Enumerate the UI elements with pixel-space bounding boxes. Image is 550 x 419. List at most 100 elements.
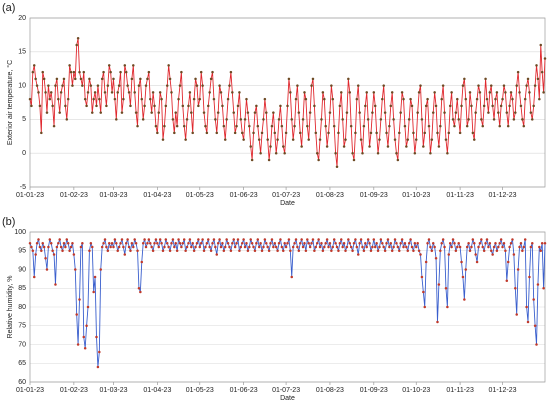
data-point (106, 84, 110, 87)
data-point (504, 249, 507, 252)
data-point (436, 320, 439, 324)
data-point (528, 275, 531, 279)
y-tick-label: 15 (18, 49, 26, 56)
data-point (300, 238, 303, 241)
data-point (133, 91, 136, 94)
data-point (347, 238, 350, 241)
x-tick-label: 01-02-23 (60, 192, 88, 199)
data-point (473, 242, 476, 245)
data-point (95, 335, 98, 339)
data-point (81, 84, 84, 87)
data-point (272, 111, 275, 114)
data-point (157, 245, 160, 249)
data-point (533, 324, 537, 327)
data-point (74, 77, 77, 81)
data-point (362, 124, 366, 128)
data-point (515, 84, 518, 87)
data-point (49, 91, 53, 94)
data-point (144, 245, 148, 249)
data-point (177, 97, 180, 101)
data-point (289, 249, 292, 252)
plot-frame (29, 17, 546, 188)
data-point (153, 104, 156, 108)
data-point (321, 91, 325, 94)
x-tick-label: 01-10-23 (402, 387, 430, 394)
data-point (156, 131, 159, 135)
data-point (91, 111, 94, 114)
data-point (239, 245, 243, 249)
data-point (42, 245, 46, 249)
data-point (383, 249, 387, 252)
data-point (335, 245, 339, 249)
data-point (287, 77, 291, 81)
data-point (504, 91, 507, 94)
data-point (113, 97, 117, 101)
data-point (385, 242, 388, 245)
data-point (134, 242, 138, 245)
data-point (283, 151, 286, 155)
data-point (506, 260, 510, 264)
data-point (475, 260, 479, 264)
y-tick-label: 20 (18, 15, 26, 22)
data-point (456, 245, 459, 249)
data-point (441, 84, 445, 87)
data-point (141, 242, 145, 245)
data-point (369, 249, 373, 252)
data-point (440, 242, 443, 245)
data-point (223, 245, 227, 249)
data-point (270, 238, 274, 241)
data-point (506, 124, 510, 128)
data-point (187, 242, 190, 245)
data-point (474, 111, 477, 114)
data-point (83, 347, 87, 350)
x-tick-label: 01-10-23 (402, 192, 430, 199)
data-point (419, 84, 422, 87)
data-point (239, 118, 243, 121)
data-point (443, 245, 446, 249)
x-tick-label: 01-05-23 (186, 192, 214, 199)
data-point (532, 104, 535, 108)
data-point (153, 242, 156, 245)
data-point (522, 124, 526, 128)
data-point (182, 238, 186, 241)
data-point (417, 91, 421, 94)
data-point (508, 104, 511, 108)
data-point (51, 104, 54, 108)
data-point (38, 104, 42, 108)
data-point (427, 124, 431, 128)
data-point (405, 245, 408, 249)
data-point (102, 242, 105, 245)
data-point (181, 242, 185, 245)
data-point (57, 242, 60, 245)
data-point (354, 238, 357, 241)
data-point (477, 84, 480, 87)
data-point (110, 242, 114, 245)
data-point (165, 242, 169, 245)
data-point (262, 245, 265, 249)
data-point (66, 242, 70, 245)
data-point (491, 104, 494, 108)
data-point (347, 77, 350, 81)
data-point (110, 91, 114, 94)
data-point (75, 43, 78, 47)
data-point (390, 91, 394, 94)
data-point (221, 242, 224, 245)
data-point (365, 245, 368, 249)
data-point (396, 158, 400, 162)
data-point (191, 131, 194, 135)
data-point (453, 124, 456, 128)
data-point (86, 91, 90, 94)
data-point (47, 84, 50, 87)
data-point (170, 242, 173, 245)
data-point (436, 131, 439, 135)
data-point (137, 287, 141, 290)
data-point (173, 131, 176, 135)
data-point (317, 158, 320, 162)
data-point (499, 104, 503, 108)
data-point (485, 97, 489, 101)
data-point (158, 238, 162, 241)
data-point (42, 77, 46, 81)
data-point (492, 118, 496, 121)
data-point (116, 91, 119, 94)
data-point (382, 84, 385, 87)
